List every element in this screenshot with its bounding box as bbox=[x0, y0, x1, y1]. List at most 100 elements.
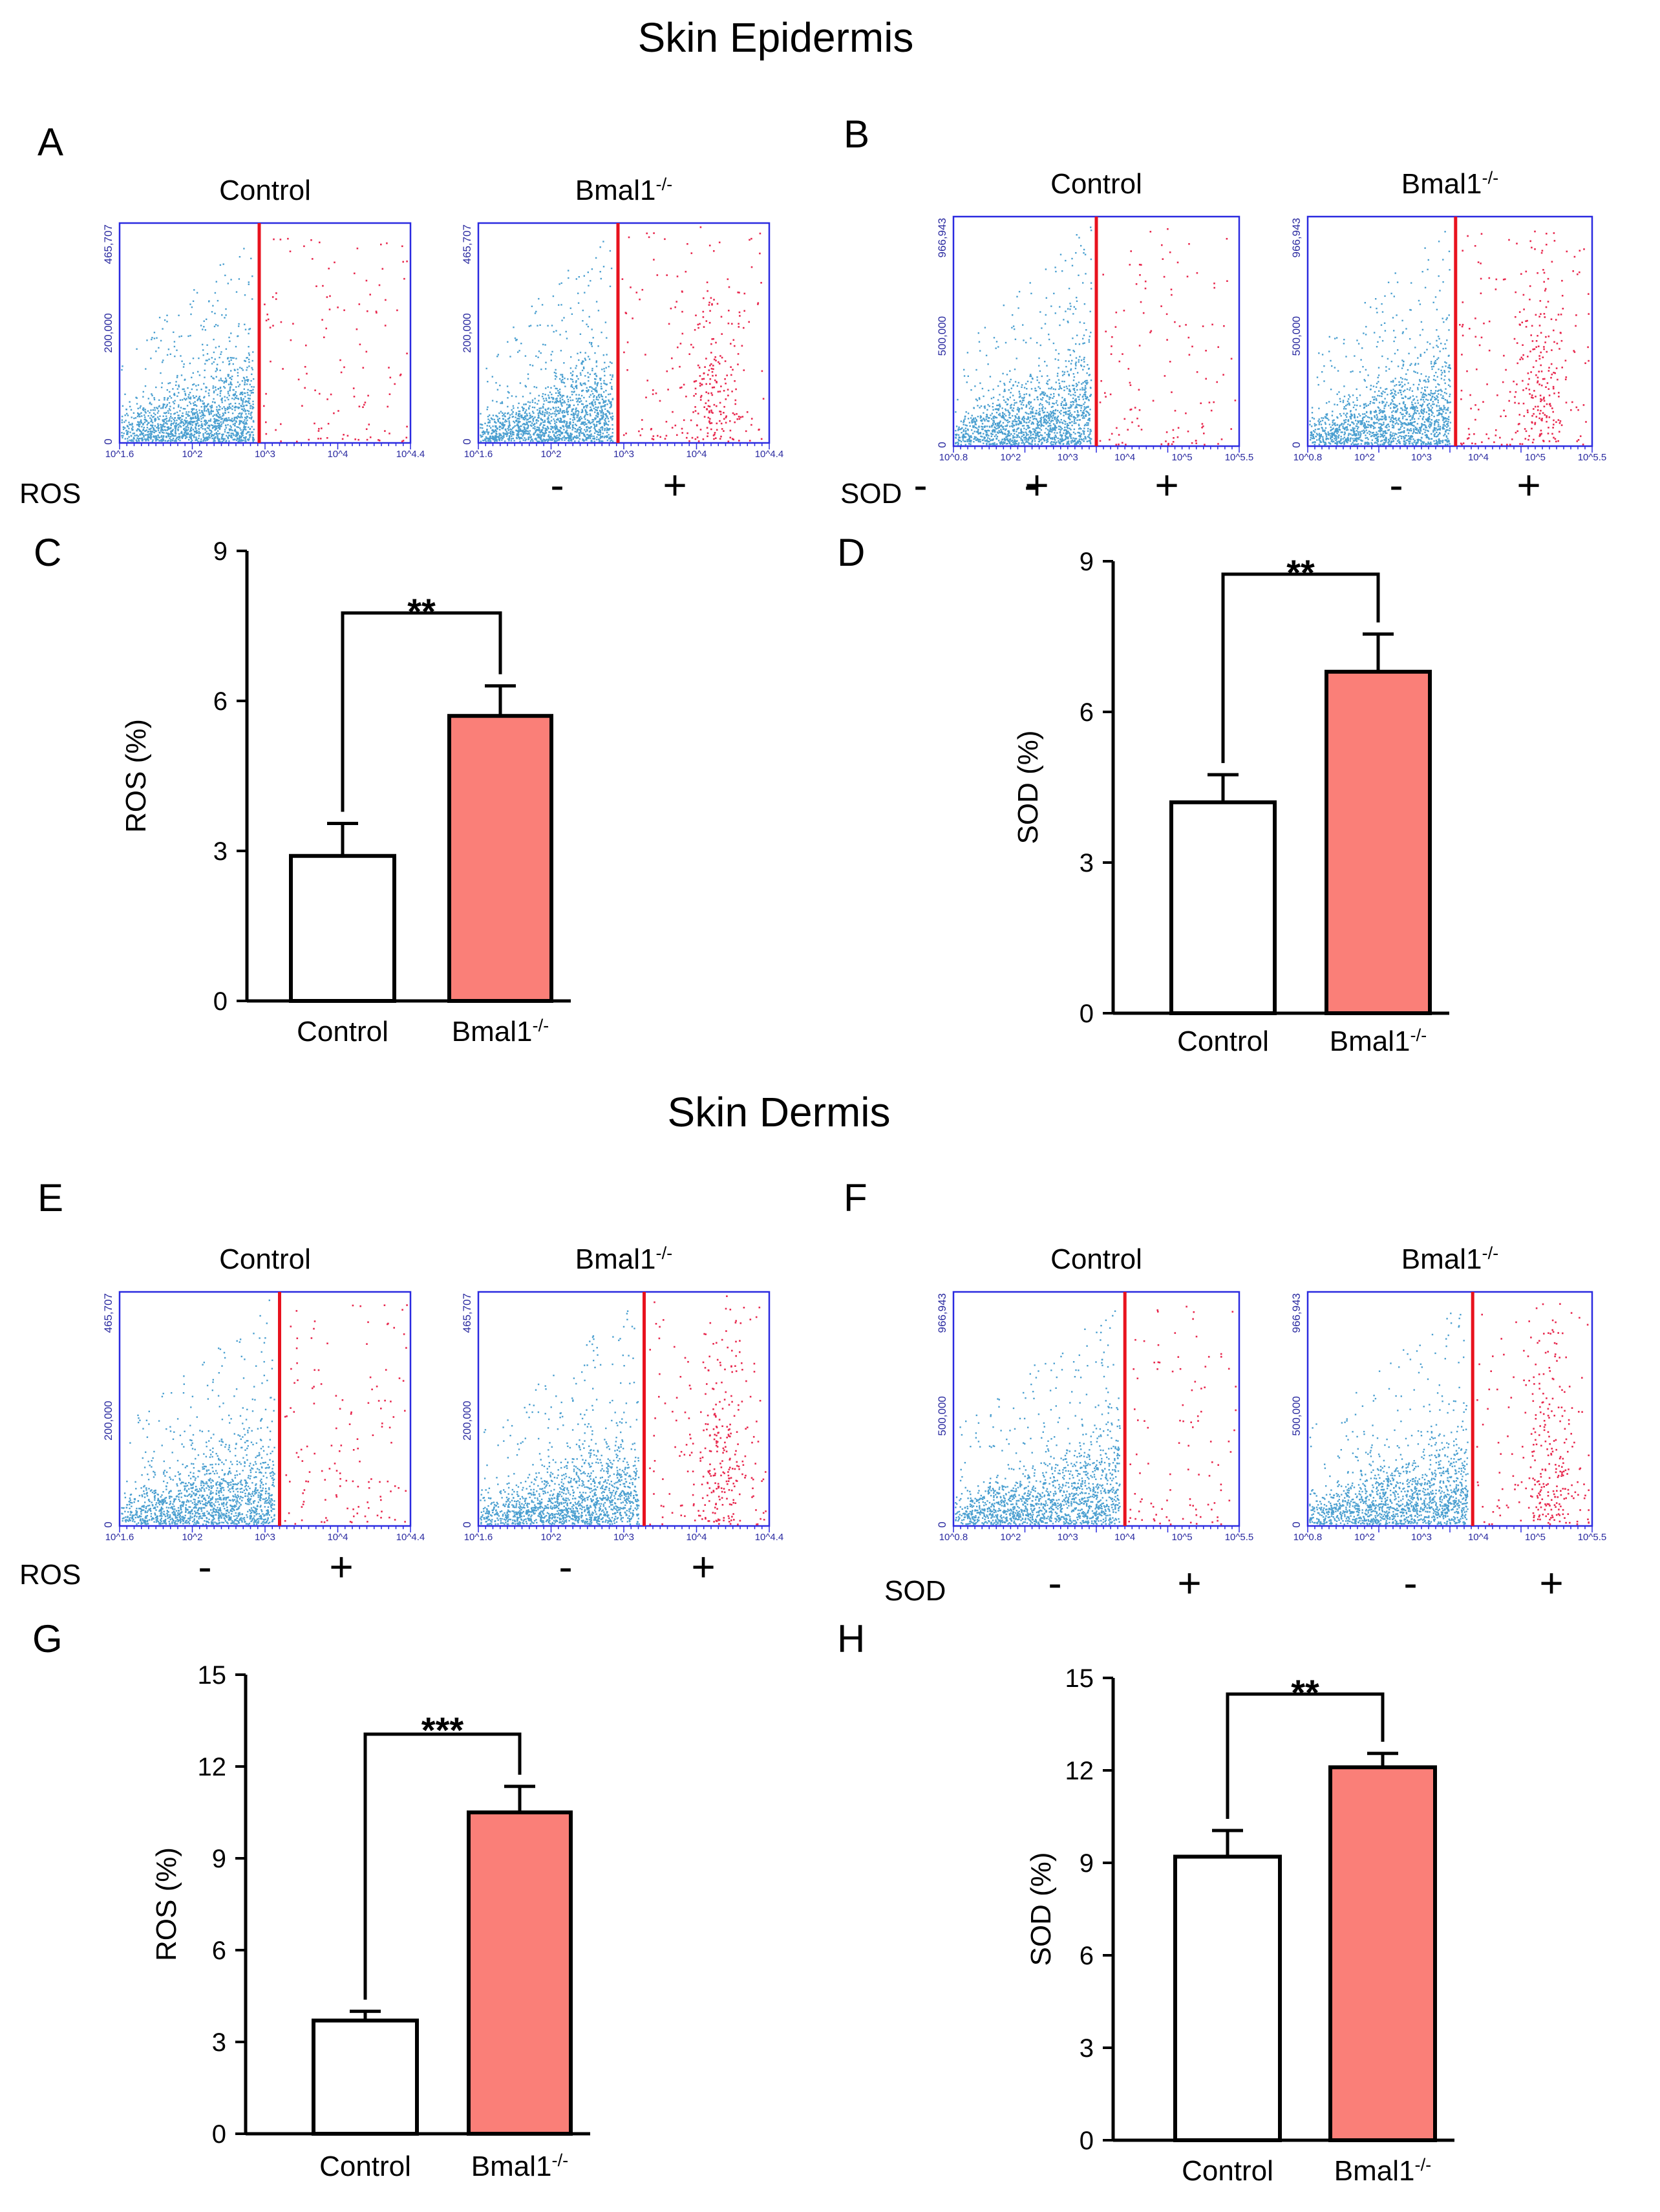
flow-plot-title: Control bbox=[219, 1243, 311, 1275]
positive-sign: + bbox=[1516, 462, 1540, 508]
x-tick-label: 10^4 bbox=[1468, 1532, 1489, 1543]
negative-sign: - bbox=[198, 1543, 211, 1590]
positive-events bbox=[263, 237, 408, 443]
category-label-main: Bmal1 bbox=[1330, 1025, 1410, 1057]
panel-letter: F bbox=[844, 1176, 867, 1219]
x-tick-label: 10^0.8 bbox=[939, 452, 968, 463]
flow-plot-control: Control 465,707 200,000 0 10^1.6 10^2 10^3 10^4… bbox=[102, 1243, 425, 1543]
y-tick-label: 12 bbox=[198, 1753, 227, 1781]
x-tick-label: 10^3 bbox=[613, 449, 634, 460]
category-label-sup: -/- bbox=[551, 2150, 568, 2170]
y-tick-label: 3 bbox=[1080, 849, 1094, 877]
y-tick-label: 0 bbox=[1290, 1521, 1303, 1527]
flow-plot-title: Control bbox=[1050, 168, 1142, 200]
panel-letter: E bbox=[37, 1176, 63, 1219]
significance-marker: ** bbox=[1291, 1672, 1319, 1713]
category-label: Control bbox=[297, 1016, 388, 1047]
y-tick-label: 465,707 bbox=[102, 224, 114, 264]
positive-events bbox=[1128, 1305, 1237, 1525]
negative-sign: - bbox=[1403, 1560, 1417, 1606]
flow-plot-title-sup: -/- bbox=[1482, 167, 1498, 188]
x-axis-ticks bbox=[1307, 446, 1593, 453]
x-tick-label: 10^2 bbox=[540, 449, 561, 460]
x-axis-ticks bbox=[1307, 1526, 1593, 1532]
category-label-main: Control bbox=[1182, 2155, 1273, 2187]
y-tick-label: 3 bbox=[1080, 2034, 1094, 2063]
flow-plot-title-main: Control bbox=[219, 1243, 311, 1275]
flow-plot-control: Control 465,707 200,000 0 10^1.6 10^2 10^3 10^4… bbox=[102, 175, 425, 460]
category-label: Bmal1-/- bbox=[1330, 1025, 1427, 1057]
category-label-sup: -/- bbox=[1410, 1025, 1427, 1045]
category-label-main: Control bbox=[297, 1016, 388, 1047]
flow-plot-title-sup: -/- bbox=[655, 1243, 672, 1263]
significance-bracket bbox=[1221, 572, 1380, 764]
x-tick-label: 10^4 bbox=[1114, 1532, 1135, 1543]
negative-sign: - bbox=[1024, 462, 1038, 508]
x-tick-label: 10^4.4 bbox=[755, 1532, 784, 1543]
x-axis-ticks bbox=[478, 443, 770, 449]
x-tick-label: 10^3 bbox=[255, 449, 275, 460]
bar-control bbox=[1173, 1854, 1282, 2142]
bar-control bbox=[1169, 800, 1277, 1016]
plot-frame bbox=[1306, 215, 1593, 447]
negative-events bbox=[955, 1310, 1121, 1525]
negative-events bbox=[480, 241, 614, 442]
panel-letter: H bbox=[837, 1617, 865, 1660]
significance-bracket bbox=[363, 1732, 522, 2000]
bar-chart-h: H 0 3 6 9 12 15 SOD (%) Control Bmal1-/- ** bbox=[837, 1617, 1454, 2187]
x-axis-ticks bbox=[953, 1526, 1240, 1532]
x-tick-label: 10^4 bbox=[686, 449, 707, 460]
x-tick-label: 10^0.8 bbox=[1293, 1532, 1323, 1543]
bar-bmal1 bbox=[1328, 1765, 1437, 2143]
y-tick-label: 200,000 bbox=[102, 313, 114, 352]
x-tick-label: 10^4.4 bbox=[396, 449, 425, 460]
x-axis-ticks bbox=[119, 1526, 411, 1532]
y-tick-label: 0 bbox=[212, 2120, 226, 2149]
bar-control bbox=[289, 854, 396, 1003]
negative-events bbox=[1309, 1313, 1469, 1525]
y-tick-label: 9 bbox=[1080, 548, 1094, 576]
y-tick-label: 0 bbox=[461, 438, 473, 444]
y-tick-label: 0 bbox=[936, 1521, 948, 1527]
flow-plot-control: Control 966,943 500,000 0 10^0.8 10^2 10^3 10^4… bbox=[936, 168, 1253, 463]
y-tick-label: 12 bbox=[1065, 1757, 1094, 1785]
negative-sign: - bbox=[1048, 1560, 1061, 1606]
x-tick-label: 10^3 bbox=[1411, 452, 1432, 463]
x-tick-label: 10^5.5 bbox=[1225, 1532, 1254, 1543]
x-tick-label: 10^4 bbox=[1114, 452, 1135, 463]
y-tick-label: 465,707 bbox=[102, 1293, 114, 1333]
x-tick-label: 10^4.4 bbox=[396, 1532, 425, 1543]
negative-sign: - bbox=[550, 462, 564, 508]
positive-sign: + bbox=[329, 1543, 353, 1590]
significance-marker: ** bbox=[1286, 552, 1315, 593]
flow-panel-f: F SOD - + - + Control 966,943 500,000 0 10^0.8 10^2… bbox=[844, 1176, 1606, 1607]
bar-chart-g: G 0 3 6 9 12 15 ROS (%) Control Bmal1-/- *** bbox=[32, 1617, 590, 2182]
y-tick-label: 15 bbox=[1065, 1664, 1094, 1693]
positive-events bbox=[1476, 1303, 1590, 1525]
x-tick-label: 10^5.5 bbox=[1578, 1532, 1607, 1543]
negative-sign: - bbox=[913, 462, 927, 508]
y-tick-label: 500,000 bbox=[936, 316, 948, 356]
x-tick-label: 10^2 bbox=[1000, 452, 1021, 463]
x-tick-label: 10^4 bbox=[1468, 452, 1489, 463]
x-tick-label: 10^0.8 bbox=[1293, 452, 1323, 463]
category-label: Control bbox=[1177, 1025, 1269, 1057]
bar-control bbox=[312, 2018, 419, 2136]
panel-letter: D bbox=[837, 531, 865, 574]
category-label: Control bbox=[1182, 2155, 1273, 2187]
flow-plot-title: Bmal1-/- bbox=[1401, 167, 1498, 200]
x-tick-label: 10^4.4 bbox=[755, 449, 784, 460]
flow-plot-title-main: Bmal1 bbox=[1401, 168, 1482, 200]
significance-bracket bbox=[1226, 1692, 1385, 1819]
positive-events bbox=[1099, 228, 1237, 446]
flow-plot-title: Control bbox=[1050, 1243, 1142, 1275]
positive-events bbox=[284, 1304, 408, 1525]
plot-frame bbox=[952, 1291, 1240, 1527]
y-tick-label: 500,000 bbox=[1290, 316, 1303, 356]
y-tick-label: 6 bbox=[212, 1937, 226, 1965]
flow-plot-title: Control bbox=[219, 175, 311, 206]
category-label: Bmal1-/- bbox=[452, 1015, 549, 1047]
y-tick-label: 0 bbox=[1080, 2127, 1094, 2155]
y-tick-label: 0 bbox=[102, 1521, 114, 1527]
flow-plot-title-main: Bmal1 bbox=[575, 175, 656, 206]
